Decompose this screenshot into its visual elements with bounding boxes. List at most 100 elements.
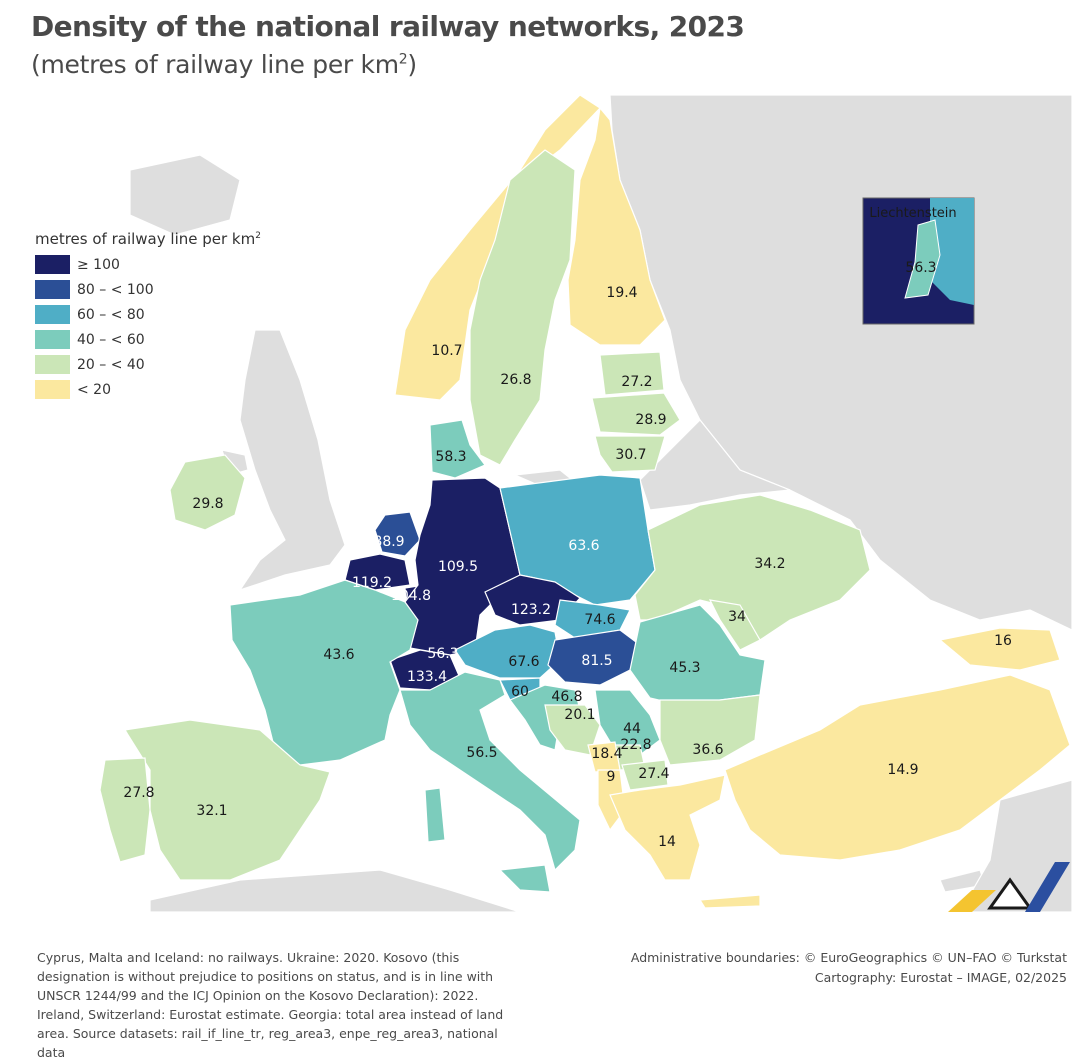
label-albania: 9 xyxy=(607,769,616,785)
label-finland: 19.4 xyxy=(606,285,637,301)
legend: metres of railway line per km2 ≥ 100 80 –… xyxy=(35,230,261,402)
country-bulgaria xyxy=(659,694,761,766)
country-netherlands xyxy=(374,511,421,557)
label-slovenia: 60 xyxy=(511,684,529,700)
credits-boundaries: Administrative boundaries: © EuroGeograp… xyxy=(630,950,1067,965)
label-italy: 56.5 xyxy=(466,745,497,761)
legend-label: 40 – < 60 xyxy=(77,331,145,348)
country-serbia xyxy=(594,689,661,756)
label-slovakia: 74.6 xyxy=(584,612,615,628)
country-georgia xyxy=(938,627,1061,671)
label-romania: 45.3 xyxy=(669,660,700,676)
country-ukraine xyxy=(634,494,871,641)
legend-label: 20 – < 40 xyxy=(77,356,145,373)
label-norway: 10.7 xyxy=(431,343,462,359)
legend-item: 40 – < 60 xyxy=(35,327,261,352)
legend-item: 20 – < 40 xyxy=(35,352,261,377)
label-ukraine: 34.2 xyxy=(754,556,785,572)
legend-label: 80 – < 100 xyxy=(77,281,154,298)
label-france: 43.6 xyxy=(323,647,354,663)
country-poland xyxy=(499,474,656,606)
label-bosnia: 20.1 xyxy=(564,707,595,723)
label-belgium: 119.2 xyxy=(352,575,392,591)
country-ireland xyxy=(169,454,246,531)
label-croatia: 46.8 xyxy=(551,689,582,705)
legend-swatch xyxy=(35,330,70,349)
label-ireland: 29.8 xyxy=(192,496,223,512)
legend-title: metres of railway line per km2 xyxy=(35,230,261,248)
country-sicily xyxy=(498,864,551,893)
label-austria: 67.6 xyxy=(508,654,539,670)
label-north-macedonia: 27.4 xyxy=(638,766,669,782)
middle-east-region xyxy=(958,779,1073,913)
inset-switzerland-austria xyxy=(930,198,974,305)
label-luxembourg: 104.8 xyxy=(391,588,431,604)
country-hungary xyxy=(547,629,641,686)
legend-items: ≥ 100 80 – < 100 60 – < 80 40 – < 60 20 – < … xyxy=(35,252,261,402)
country-greece xyxy=(609,774,726,881)
footnote: Cyprus, Malta and Iceland: no railways. … xyxy=(37,950,504,1060)
liechtenstein-inset xyxy=(862,197,975,325)
country-spain xyxy=(124,719,331,881)
label-poland: 63.6 xyxy=(568,538,599,554)
legend-swatch xyxy=(35,305,70,324)
legend-item: < 20 xyxy=(35,377,261,402)
label-estonia: 27.2 xyxy=(621,374,652,390)
credits-cartography: Cartography: Eurostat – IMAGE, 02/2025 xyxy=(814,970,1067,985)
legend-swatch xyxy=(35,380,70,399)
legend-label: < 20 xyxy=(77,381,111,398)
country-lithuania xyxy=(594,435,666,473)
legend-item: ≥ 100 xyxy=(35,252,261,277)
label-spain: 32.1 xyxy=(196,803,227,819)
country-sardinia xyxy=(424,787,446,843)
great-britain-region xyxy=(238,329,346,592)
country-turkey xyxy=(724,674,1071,861)
label-montenegro: 18.4 xyxy=(591,746,622,762)
country-north-macedonia xyxy=(621,759,669,791)
country-estonia xyxy=(599,351,665,396)
north-africa-region xyxy=(149,869,521,913)
label-sweden: 26.8 xyxy=(500,372,531,388)
inset-value: 56.3 xyxy=(905,260,936,276)
label-georgia: 16 xyxy=(994,633,1012,649)
label-portugal: 27.8 xyxy=(123,785,154,801)
legend-swatch xyxy=(35,355,70,374)
legend-swatch xyxy=(35,255,70,274)
label-greece: 14 xyxy=(658,834,676,850)
map-title: Density of the national railway networks… xyxy=(31,10,745,43)
credits: Administrative boundaries: © EuroGeograp… xyxy=(631,948,1067,988)
eurostat-logo xyxy=(948,862,1070,912)
label-kosovo: 22.8 xyxy=(620,737,651,753)
label-serbia: 44 xyxy=(623,721,641,737)
country-denmark xyxy=(429,419,486,479)
legend-item: 80 – < 100 xyxy=(35,277,261,302)
iceland-region xyxy=(129,154,241,236)
country-moldova xyxy=(708,599,761,651)
legend-label: ≥ 100 xyxy=(77,256,120,273)
label-turkey: 14.9 xyxy=(887,762,918,778)
value-labels: 10.7 26.8 19.4 27.2 28.9 30.7 58.3 29.8 … xyxy=(123,285,1012,850)
legend-label: 60 – < 80 xyxy=(77,306,145,323)
label-germany: 109.5 xyxy=(438,559,478,575)
belarus-region xyxy=(639,419,791,511)
country-france xyxy=(229,579,419,766)
label-hungary: 81.5 xyxy=(581,653,612,669)
label-bulgaria: 36.6 xyxy=(692,742,723,758)
label-netherlands: 88.9 xyxy=(373,534,404,550)
label-moldova: 34 xyxy=(728,609,746,625)
country-finland xyxy=(567,106,666,346)
country-latvia xyxy=(591,392,681,436)
country-portugal xyxy=(99,757,151,863)
label-lithuania: 30.7 xyxy=(615,447,646,463)
label-switzerland: 133.4 xyxy=(407,669,447,685)
country-sweden xyxy=(469,149,576,466)
label-czechia: 123.2 xyxy=(511,602,551,618)
legend-item: 60 – < 80 xyxy=(35,302,261,327)
label-denmark: 58.3 xyxy=(435,449,466,465)
label-latvia: 28.9 xyxy=(635,412,666,428)
inset-liechtenstein-shape xyxy=(904,219,941,299)
countries xyxy=(99,94,1071,909)
country-crete xyxy=(698,894,761,909)
inset-title: Liechtenstein xyxy=(869,206,956,221)
